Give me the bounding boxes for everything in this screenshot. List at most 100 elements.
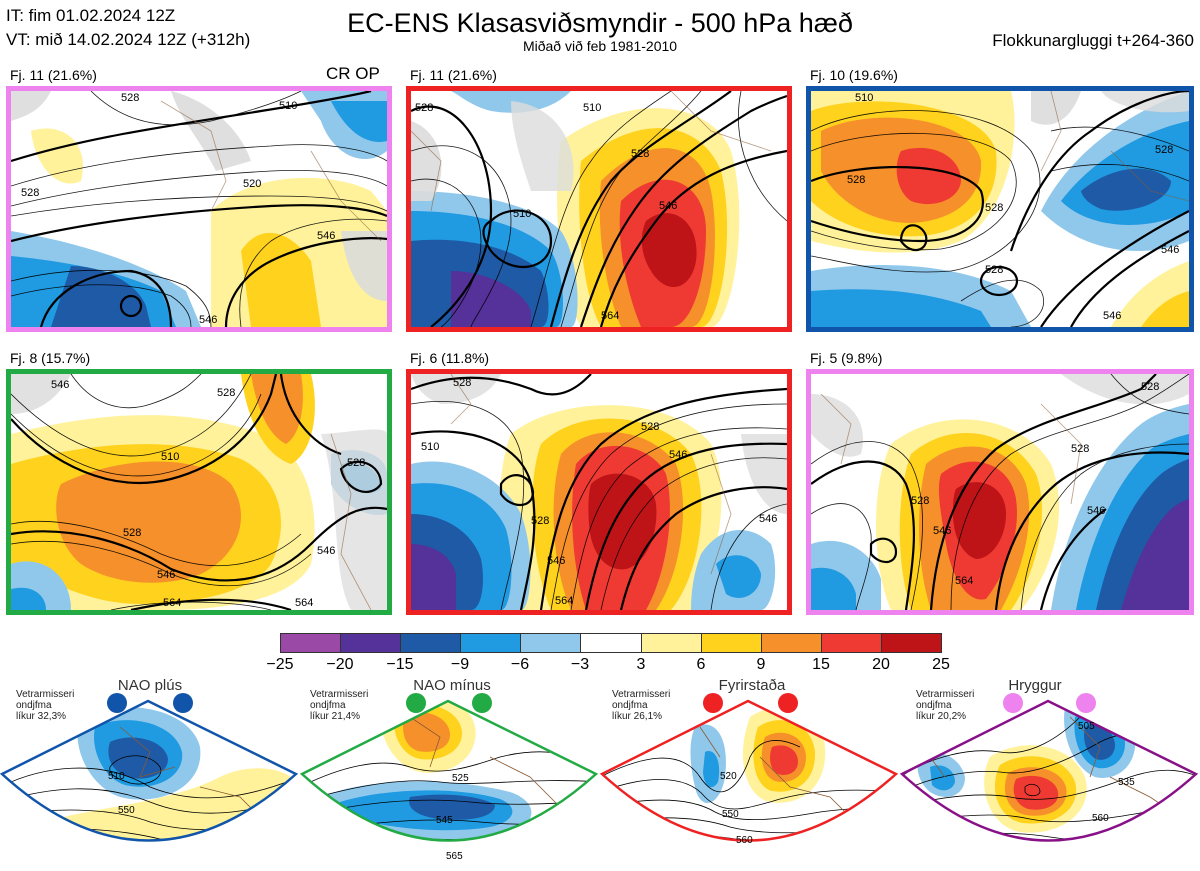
regime-3-stats: Vetrarmisseri ondjfma líkur 26,1% [612,689,671,722]
colorbar-tick: 6 [696,656,706,673]
colorbar-swatch [701,634,762,652]
cluster-map-5: 528 510 528 546 528 546 564 546 [406,369,792,615]
page-subtitle: Miðað við feb 1981-2010 [522,38,678,54]
regime-contour-label: 535 [1118,777,1135,788]
regime-3-dot [703,693,723,713]
contour-label: 546 [933,525,951,537]
contour-label: 546 [317,230,335,242]
contour-label: 528 [847,174,865,186]
cluster-map-1: 510 528 520 546 528 546 [6,86,392,332]
contour-label: 528 [1071,443,1089,455]
contour-label: 528 [347,457,365,469]
panel-1-label: Fj. 11 (21.6%) [10,67,97,83]
contour-label: 546 [669,449,687,461]
contour-label: 546 [547,555,565,567]
cluster-map-4: 546 510 528 528 546 564 564 528 546 [6,369,392,615]
regime-contour-label: 565 [446,851,463,862]
colorbar-tick: −9 [450,656,470,673]
colorbar-swatch [461,634,522,652]
contour-label: 564 [295,597,313,609]
regime-3-dot [778,693,798,713]
contour-label: 564 [163,597,181,609]
regime-contour-label: 550 [118,805,135,816]
contour-label: 528 [1155,144,1173,156]
contour-label: 546 [317,545,335,557]
contour-label: 546 [1087,505,1105,517]
contour-label: 528 [631,148,649,160]
panel-5-label: Fj. 6 (11.8%) [410,350,490,366]
colorbar-swatch [821,634,882,652]
contour-label: 510 [513,208,531,220]
regime-2-dot [472,693,492,713]
regime-contour-label: 520 [720,771,737,782]
regime-1-map: 510 550 [0,699,299,842]
contour-label: 528 [123,527,141,539]
classification-window-text: Flokkunargluggi t+264-360 [992,31,1194,50]
regime-4-name: Hryggur [1008,677,1062,694]
contour-label: 528 [641,421,659,433]
panel-6-label: Fj. 5 (9.8%) [810,350,883,366]
contour-label: 520 [243,178,261,190]
contour-label: 528 [985,264,1003,276]
contour-label: 546 [659,200,677,212]
valid-time-text: VT: mið 14.02.2024 12Z (+312h) [6,30,251,49]
colorbar-swatch [281,634,342,652]
regime-2-name: NAO mínus [413,677,491,694]
contour-label: 528 [217,387,235,399]
colorbar-swatch [641,634,702,652]
regime-3-map: 520 550 560 [600,699,899,846]
regime-4-map: 505 535 560 [900,699,1199,842]
contour-label: 510 [855,92,873,104]
colorbar-swatch [881,634,942,652]
cluster-map-3: 510 528 528 528 546 528 546 [806,86,1194,332]
colorbar-tick: −20 [326,656,354,673]
colorbar-tick: 20 [872,656,890,673]
colorbar [280,633,942,653]
contour-label: 528 [985,202,1003,214]
contour-label: 510 [279,100,297,112]
regime-4-dot [1003,693,1023,713]
contour-label: 546 [51,379,69,391]
contour-label: 564 [555,595,573,607]
colorbar-tick: −3 [570,656,590,673]
regime-contour-label: 525 [452,773,469,784]
panel-2-label: Fj. 11 (21.6%) [410,67,497,83]
colorbar-swatch [521,634,582,652]
colorbar-tick: −6 [510,656,530,673]
regime-contour-label: 550 [722,809,739,820]
regime-contour-label: 505 [1078,721,1095,732]
colorbar-swatch [341,634,402,652]
contour-label: 510 [421,441,439,453]
colorbar-tick: 9 [756,656,766,673]
colorbar-tick: 25 [932,656,950,673]
contour-label: 564 [955,575,973,587]
colorbar-tick: −15 [386,656,414,673]
contour-label: 528 [121,92,139,104]
regime-4-stats: Vetrarmisseri ondjfma líkur 20,2% [916,689,975,722]
contour-label: 528 [1141,381,1159,393]
regime-4-dot [1076,693,1096,713]
regime-contour-label: 560 [736,835,753,846]
panel-4-label: Fj. 8 (15.7%) [10,350,91,366]
colorbar-tick: 15 [812,656,830,673]
regime-2-map: 525 545 565 [300,699,599,862]
contour-label: 528 [415,102,433,114]
colorbar-swatch [761,634,822,652]
contour-label: 528 [21,187,39,199]
panel-3-label: Fj. 10 (19.6%) [810,67,898,83]
contour-label: 546 [759,513,777,525]
regime-1-dot [173,693,193,713]
regime-contour-label: 560 [1092,813,1109,824]
colorbar-swatch [401,634,462,652]
cluster-map-2: 510 528 510 528 546 564 [406,86,792,332]
contour-label: 546 [1103,310,1121,322]
regime-2-dot [406,693,426,713]
regime-contour-label: 510 [108,771,125,782]
contour-label: 546 [199,314,217,326]
contour-label: 528 [453,377,471,389]
contour-label: 528 [531,515,549,527]
contour-label: 546 [157,569,175,581]
contour-label: 546 [1161,244,1179,256]
regime-2-stats: Vetrarmisseri ondjfma líkur 21,4% [310,689,369,722]
issue-time-text: IT: fim 01.02.2024 12Z [6,6,176,25]
